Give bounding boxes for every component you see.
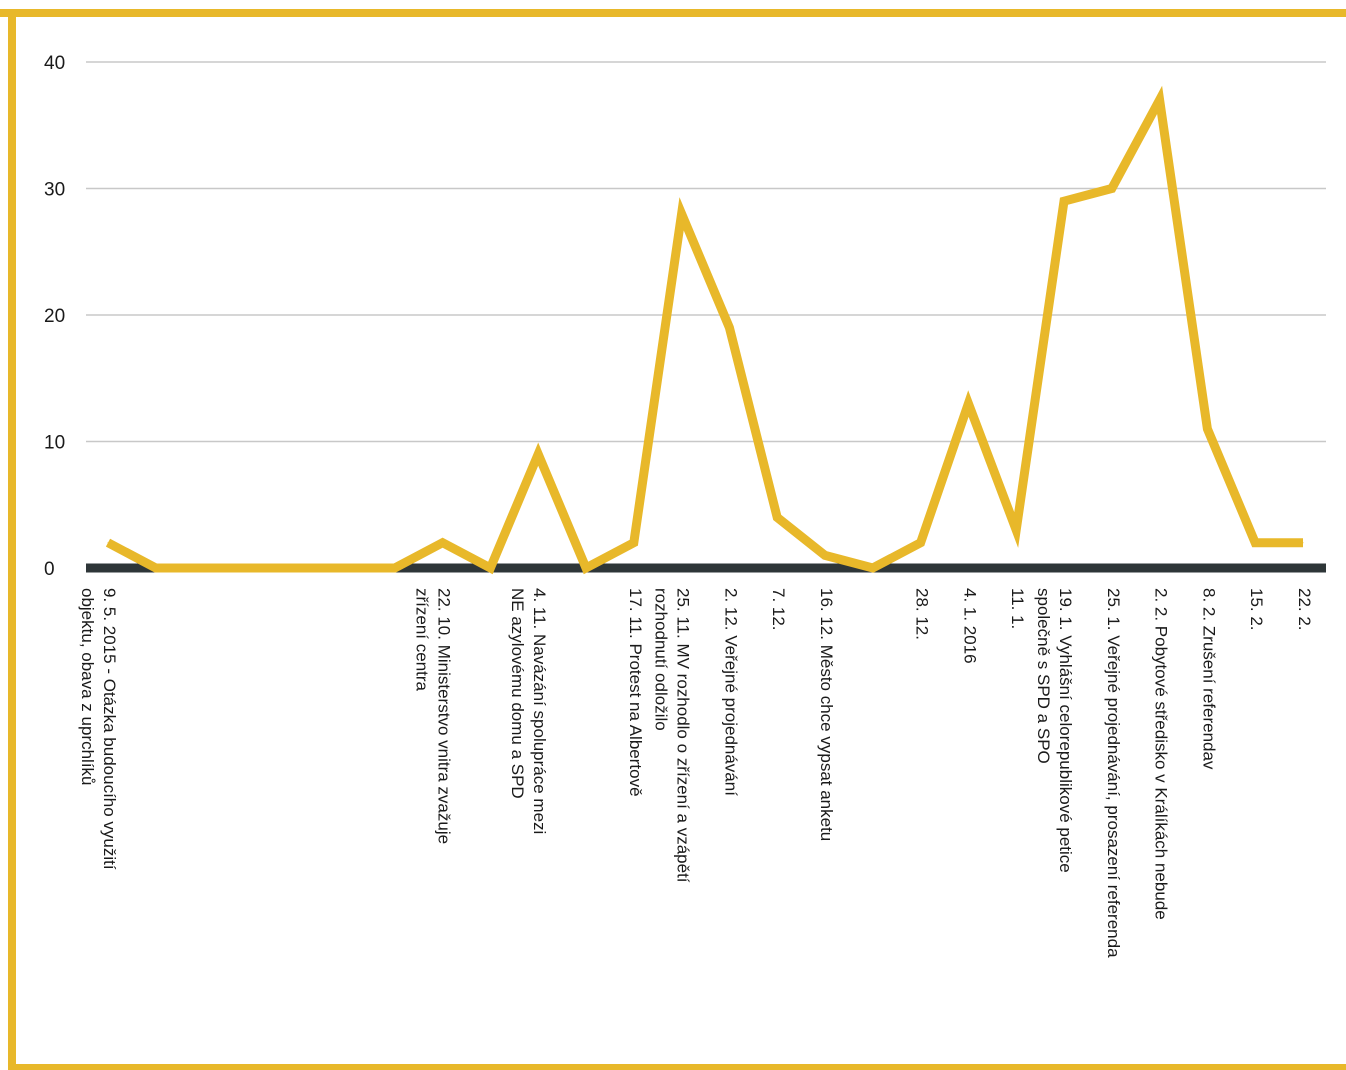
- y-tick-label: 10: [44, 433, 65, 454]
- x-tick-label: 11. 1.: [1008, 588, 1027, 629]
- x-tick-label: 16. 12. Město chce vypsat anketu: [817, 588, 836, 841]
- x-tick-label: 19. 1. Vyhlášní celorepublikové petice: [1056, 588, 1075, 873]
- x-tick-label: 17. 11. Protest na Albertově: [626, 588, 645, 797]
- x-tick-label: 2. 2. Pobytové středisko v Králíkách neb…: [1152, 588, 1171, 920]
- x-tick-label: 9. 5. 2015 - Otázka budoucího využití: [100, 588, 119, 870]
- x-tick-label: zřízení centra: [413, 588, 432, 692]
- y-tick-label: 30: [44, 180, 65, 201]
- data-point: [346, 567, 348, 569]
- data-point: [824, 554, 826, 556]
- x-tick-label: 22. 2.: [1295, 588, 1314, 631]
- data-point: [776, 516, 778, 518]
- data-point: [394, 567, 396, 569]
- data-point: [967, 403, 969, 404]
- data-point: [681, 213, 683, 215]
- data-point: [1254, 542, 1256, 544]
- y-tick-label: 0: [44, 559, 55, 580]
- x-tick-label: 15. 2.: [1247, 588, 1266, 631]
- y-tick-label: 20: [44, 306, 65, 327]
- data-point: [298, 567, 300, 569]
- data-point: [203, 567, 205, 569]
- x-tick-label: 28. 12.: [913, 588, 932, 640]
- data-point: [107, 542, 109, 544]
- data-point: [537, 453, 539, 455]
- x-tick-label: 7. 12.: [769, 588, 788, 631]
- x-tick-label: rozhodnutí odložilo: [652, 588, 671, 731]
- series-line: [105, 85, 1303, 575]
- x-tick-label: 4. 11. Navázání spolupráce mezi: [530, 588, 549, 834]
- data-point: [1206, 428, 1208, 430]
- data-point: [155, 567, 157, 569]
- data-point: [442, 542, 444, 544]
- x-tick-label: 8. 2. Zrušení referendav: [1199, 588, 1218, 770]
- y-tick-label: 40: [44, 53, 65, 74]
- data-point: [1111, 188, 1113, 189]
- x-tick-label: NE azylovému domu a SPD: [508, 588, 527, 799]
- x-tick-label: objektu, obava z uprchlíků: [78, 588, 97, 786]
- data-point: [1063, 200, 1065, 202]
- data-point: [489, 567, 491, 569]
- x-tick-label: 2. 12. Veřejné projednávání: [721, 588, 740, 796]
- data-point: [1015, 529, 1017, 531]
- x-tick-label: 25. 1. Veřejné projednávání, prosazení r…: [1104, 588, 1123, 958]
- data-point: [872, 567, 874, 569]
- data-point: [1159, 99, 1161, 101]
- data-point: [728, 327, 730, 329]
- x-tick-label: 25. 11. MV rozhodlo o zřízení a vzápětí: [674, 588, 693, 883]
- data-point: [1302, 542, 1304, 544]
- x-tick-label: 4. 1. 2016: [960, 588, 979, 664]
- data-point: [250, 567, 252, 569]
- data-point: [920, 542, 922, 544]
- data-point: [633, 542, 635, 544]
- data-point: [585, 567, 587, 569]
- x-tick-label: 22. 10. Ministerstvo vnitra zvažuje: [435, 588, 454, 844]
- x-tick-label: společně s SPD a SPO: [1034, 588, 1053, 764]
